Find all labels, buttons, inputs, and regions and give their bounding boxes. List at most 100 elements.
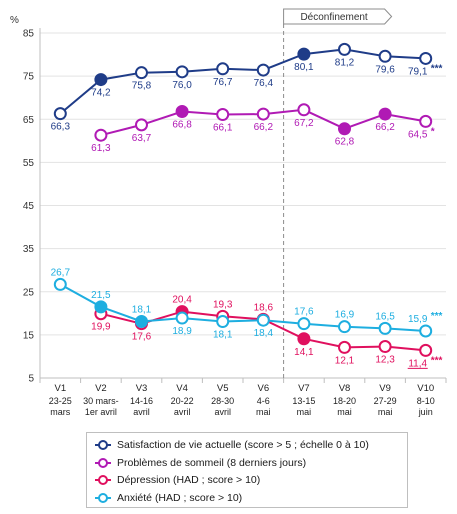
data-label: 76,0 xyxy=(172,80,192,91)
legend-label: Dépression (HAD ; score > 10) xyxy=(117,474,261,486)
data-label: 64,5 xyxy=(408,129,428,140)
legend-label: Problèmes de sommeil (8 derniers jours) xyxy=(117,456,307,469)
series-line xyxy=(59,283,426,332)
y-tick-label: 85 xyxy=(23,29,35,40)
data-label: 12,1 xyxy=(335,355,355,366)
data-label: 17,6 xyxy=(132,332,152,343)
data-label: 79,1 xyxy=(408,66,428,77)
data-label: 61,3 xyxy=(91,143,111,154)
data-label: 14,1 xyxy=(294,347,314,358)
data-label: 21,5 xyxy=(91,290,111,301)
data-point xyxy=(297,317,311,331)
x-tick-label: V2 xyxy=(95,383,107,394)
data-label: 26,7 xyxy=(51,267,71,278)
data-point xyxy=(135,118,148,132)
legend-label: Anxiété (HAD ; score > 10) xyxy=(117,491,243,504)
legend-swatch xyxy=(95,439,111,451)
series-lines xyxy=(59,48,426,352)
x-tick-label: V7 xyxy=(298,383,310,394)
data-point xyxy=(216,108,230,122)
data-label: 15,9 xyxy=(408,314,428,325)
data-label: 66,2 xyxy=(375,122,395,133)
y-tick-label: 55 xyxy=(23,158,35,169)
x-tick-date: avril xyxy=(214,407,231,417)
significance-marker: *** xyxy=(431,311,443,322)
data-point xyxy=(338,122,351,136)
annotation-arrow xyxy=(283,8,393,25)
data-label: 67,2 xyxy=(294,118,314,129)
x-tick-label: V8 xyxy=(339,383,351,394)
data-point xyxy=(135,315,148,329)
x-tick-date: 18-20 xyxy=(333,396,356,406)
data-point xyxy=(419,51,433,65)
x-tick-date: mai xyxy=(378,407,393,417)
data-point xyxy=(338,340,351,354)
y-tick-label: 5 xyxy=(28,374,34,385)
data-point xyxy=(378,321,392,335)
x-tick-date: mai xyxy=(256,407,271,417)
data-point xyxy=(175,104,189,118)
data-point xyxy=(53,107,67,121)
data-point xyxy=(175,311,189,325)
legend-item: Problèmes de sommeil (8 derniers jours) xyxy=(95,455,306,471)
x-tick-date: 14-16 xyxy=(130,396,153,406)
x-tick-date: juin xyxy=(418,407,433,417)
data-label: 62,8 xyxy=(335,137,355,148)
x-tick-date: 27-29 xyxy=(374,396,397,406)
x-tick-label: V3 xyxy=(136,383,148,394)
x-tick-date: 28-30 xyxy=(211,396,234,406)
x-tick-date: 4-6 xyxy=(257,396,270,406)
data-label: 76,7 xyxy=(213,77,233,88)
data-point xyxy=(135,66,148,80)
grid xyxy=(40,32,446,336)
legend-label: Satisfaction de vie actuelle (score > 5 … xyxy=(117,439,369,451)
data-point xyxy=(338,320,351,334)
data-point xyxy=(419,343,433,357)
y-tick-label: 15 xyxy=(23,330,35,341)
significance-marker: *** xyxy=(431,63,443,74)
data-point xyxy=(297,332,311,346)
x-tick-date: avril xyxy=(133,407,150,417)
data-label: 81,2 xyxy=(335,57,355,68)
data-label: 66,8 xyxy=(172,119,192,130)
data-label: 18,1 xyxy=(132,305,152,316)
data-point xyxy=(256,63,270,77)
data-label: 80,1 xyxy=(294,62,314,73)
data-point xyxy=(297,103,311,117)
data-point xyxy=(256,313,270,327)
x-tick-label: V10 xyxy=(417,383,434,394)
data-label: 18,4 xyxy=(254,328,274,339)
data-point xyxy=(94,300,108,314)
y-tick-label: 25 xyxy=(23,287,35,298)
legend-swatch xyxy=(95,492,111,504)
data-label: 11,4 xyxy=(408,358,427,369)
data-point xyxy=(419,114,433,128)
data-point xyxy=(338,42,351,56)
data-label: 66,1 xyxy=(213,123,233,134)
y-tick-label: 35 xyxy=(23,244,35,255)
data-point xyxy=(256,107,270,121)
x-tick-date: 20-22 xyxy=(171,396,194,406)
annotation: Déconfinement xyxy=(283,8,393,378)
data-point xyxy=(297,47,311,61)
significance-marker: *** xyxy=(431,355,443,366)
y-tick-label: 75 xyxy=(23,72,35,83)
legend-item: Anxiété (HAD ; score > 10) xyxy=(95,490,242,506)
y-axis-label: % xyxy=(10,15,19,26)
x-tick-date: mai xyxy=(337,407,352,417)
data-point xyxy=(175,65,189,79)
data-point xyxy=(378,340,392,354)
x-tick-label: V1 xyxy=(54,383,66,394)
data-labels: 66,3 74,2 75,8 76,0 76,7 76,4 80,1 81,2 79,6 79,1… xyxy=(51,57,443,369)
data-point xyxy=(378,107,392,121)
x-tick-date: 13-15 xyxy=(292,396,315,406)
legend-item: Satisfaction de vie actuelle (score > 5 … xyxy=(95,437,369,453)
data-point xyxy=(216,315,230,329)
data-point xyxy=(53,277,67,291)
data-label: 16,9 xyxy=(335,310,355,321)
data-label: 66,3 xyxy=(51,122,71,133)
legend: Satisfaction de vie actuelle (score > 5 … xyxy=(86,432,408,508)
x-tick-label: V6 xyxy=(257,383,269,394)
data-label: 18,9 xyxy=(172,326,192,337)
